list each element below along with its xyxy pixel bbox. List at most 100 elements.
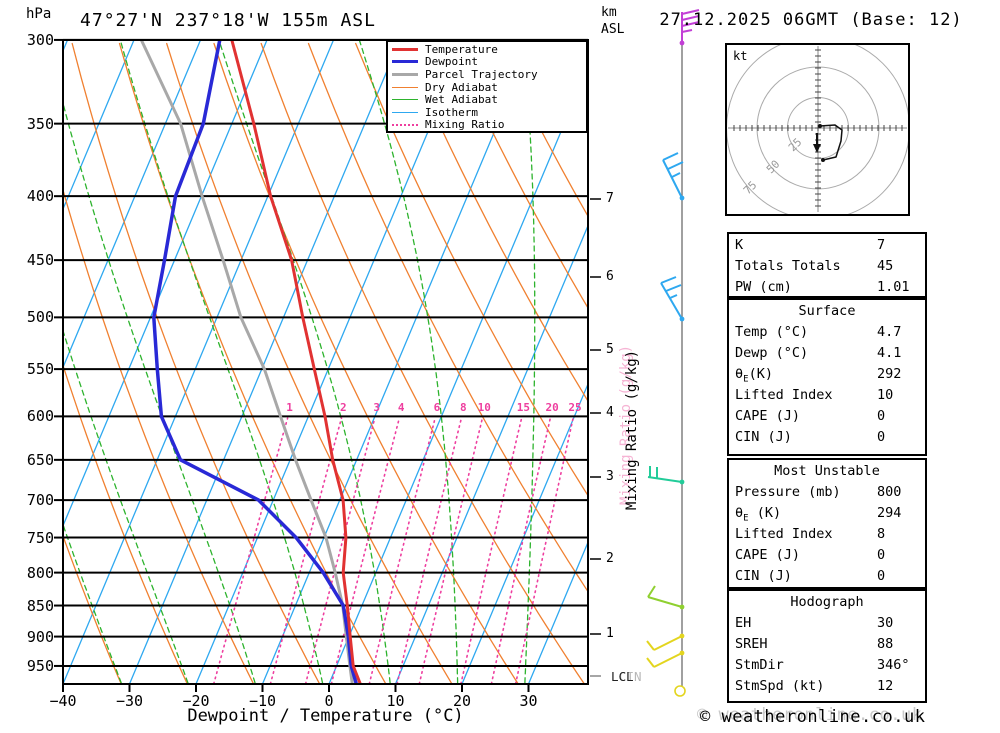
legend-label: Temperature — [425, 42, 498, 56]
table-row: StmDir 346° — [735, 655, 925, 676]
temperature-tick-label: 20 — [452, 692, 472, 710]
legend-label: Isotherm — [425, 105, 478, 119]
stat-label: StmDir — [735, 657, 784, 673]
stat-label: θE (K) — [735, 505, 782, 524]
mixing-ratio-value-label: 20 — [545, 401, 559, 414]
mixing-ratio-axis-label: Mixing Ratio (g/kg) — [624, 349, 640, 511]
wind-barb-column — [646, 9, 700, 697]
lcl-level-label: LCL — [611, 669, 634, 684]
legend-item: Parcel Trajectory — [392, 68, 586, 81]
plot-frame — [62, 39, 589, 685]
altitude-tick-label: 7 — [606, 191, 614, 206]
stat-label: SREH — [735, 636, 768, 652]
dewpoint-curve — [152, 40, 359, 684]
stat-value: 0 — [877, 568, 886, 584]
stat-label: PW (cm) — [735, 279, 792, 295]
temperature-tick-label: −10 — [248, 692, 277, 710]
mixing-ratio-line-sample — [392, 123, 418, 126]
stat-value: 12 — [877, 678, 894, 694]
wind-barb — [662, 152, 685, 201]
stat-label: Totals Totals — [735, 258, 841, 274]
temperature-tick-label: −20 — [182, 692, 210, 710]
temperature-tick-label: 30 — [519, 692, 538, 710]
stat-label: Lifted Index — [735, 387, 833, 403]
altitude-unit-asl: ASL — [601, 22, 625, 37]
temperature-curve — [230, 40, 362, 684]
temperature-tick-label: 10 — [386, 692, 405, 710]
temperature-tick-label: 0 — [324, 692, 334, 710]
storm-motion-arrow — [813, 144, 821, 153]
table-hodograph: Hodograph EH 30 SREH 88 StmDir 346° StmSpd (kt)… — [727, 589, 927, 703]
table-indices: K 7 Totals Totals 45 PW (cm) 1.01 — [727, 232, 927, 298]
pressure-tick-label: 650 — [26, 450, 54, 469]
stat-label: CAPE (J) — [735, 547, 801, 563]
stat-label: CIN (J) — [735, 568, 792, 584]
stat-label: CIN (J) — [735, 429, 792, 445]
pressure-tick-label: 450 — [26, 251, 54, 270]
legend-item: Wet Adiabat — [392, 93, 586, 106]
run-date-title: 27.12.2025 06GMT (Base: 12) — [659, 10, 963, 30]
dry-adiabat-line-sample — [392, 86, 418, 88]
pressure-axis-unit: hPa — [26, 6, 52, 22]
stat-value: 0 — [877, 429, 886, 445]
mixing-ratio-value-label: 6 — [433, 401, 441, 414]
pressure-tick-label: 300 — [26, 30, 54, 49]
table-header: Surface — [798, 303, 856, 319]
altitude-tick-label: 1 — [606, 626, 614, 641]
stat-value: 7 — [877, 237, 886, 253]
stat-value: 4.1 — [877, 345, 902, 361]
temperature-line-sample — [392, 47, 418, 51]
legend-label: Mixing Ratio — [425, 118, 505, 132]
wind-barb — [679, 9, 700, 46]
table-row: CIN (J) 0 — [735, 566, 925, 587]
station-title: 47°27'N 237°18'W 155m ASL — [80, 10, 376, 31]
table-most_unstable: Most Unstable Pressure (mb) 800 θE (K) 294 Li… — [727, 458, 927, 589]
watermark: © weatheronline.co.uk — [700, 707, 926, 727]
table-row: Totals Totals 45 — [735, 256, 925, 277]
mixing-ratio-value-label: 4 — [397, 401, 405, 414]
table-row: StmSpd (kt) 12 — [735, 676, 925, 697]
parcel-trajectory-line-sample — [392, 72, 418, 76]
stat-value: 1.01 — [877, 279, 910, 295]
cin-level-label: CIN — [619, 669, 642, 684]
stat-value: 10 — [877, 387, 894, 403]
pressure-tick-label: 500 — [26, 308, 54, 327]
legend: Temperature Dewpoint Parcel Trajectory Dry … — [386, 40, 588, 133]
mixing-ratio-value-label: 2 — [340, 401, 347, 414]
table-surface: Surface Temp (°C) 4.7 Dewp (°C) 4.1 θE(K) 292 L… — [727, 298, 927, 456]
table-row: Lifted Index 10 — [735, 385, 925, 406]
stat-value: 292 — [877, 366, 902, 382]
pressure-tick-label: 400 — [26, 187, 54, 206]
table-row: SREH 88 — [735, 634, 925, 655]
legend-item: Mixing Ratio — [392, 119, 586, 132]
table-row: CAPE (J) 0 — [735, 406, 925, 427]
table-row: Dewp (°C) 4.1 — [735, 343, 925, 364]
stat-value: 346° — [877, 657, 910, 673]
table-row: CIN (J) 0 — [735, 427, 925, 448]
altitude-axis-unit: km ASL — [601, 4, 624, 38]
wind-barb — [646, 633, 685, 651]
wind-barb — [647, 466, 685, 485]
wet-adiabats — [63, 40, 536, 684]
legend-label: Dewpoint — [425, 55, 478, 69]
pressure-tick-label: 750 — [26, 528, 54, 547]
x-axis-label: Dewpoint / Temperature (°C) — [187, 706, 464, 726]
pressure-tick-label: 850 — [26, 596, 54, 615]
stat-value: 4.7 — [877, 324, 902, 340]
mixing-ratio-value-label: 25 — [568, 401, 582, 414]
stat-label: θE(K) — [735, 366, 773, 385]
table-header: Most Unstable — [774, 463, 880, 479]
temperature-tick-label: −30 — [115, 692, 144, 710]
altitude-unit-km: km — [601, 5, 617, 20]
pressure-tick-label: 950 — [26, 656, 54, 675]
stat-label: Lifted Index — [735, 526, 833, 542]
table-row: Temp (°C) 4.7 — [735, 322, 925, 343]
mixing-ratio-value-label: 8 — [459, 401, 467, 414]
table-header: Hodograph — [790, 594, 864, 610]
stat-value: 294 — [877, 505, 902, 521]
pressure-tick-label: 900 — [26, 627, 54, 646]
legend-item: Dewpoint — [392, 56, 586, 69]
